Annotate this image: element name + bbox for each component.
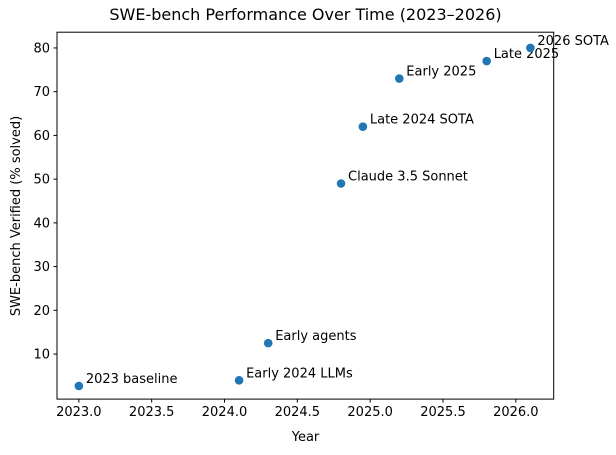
data-point — [336, 179, 346, 188]
chart-title: SWE-bench Performance Over Time (2023–20… — [109, 5, 502, 24]
point-annotation: 2023 baseline — [86, 372, 178, 387]
x-tick-label: 2024.0 — [202, 405, 248, 420]
data-point — [74, 381, 84, 391]
x-tick-label: 2025.0 — [347, 405, 393, 420]
point-annotation: Late 2025 — [494, 47, 560, 62]
point-annotation: Early agents — [275, 329, 357, 344]
y-tick-label: 60 — [33, 129, 50, 144]
x-tick-label: 2024.5 — [275, 405, 321, 420]
y-tick-label: 30 — [33, 260, 50, 275]
y-tick-label: 20 — [33, 304, 50, 319]
point-annotation: Claude 3.5 Sonnet — [348, 170, 468, 185]
x-axis-label: Year — [291, 430, 320, 445]
data-point — [358, 122, 368, 131]
data-point — [482, 56, 491, 66]
y-tick-label: 40 — [33, 216, 50, 231]
x-tick-label: 2026.0 — [493, 405, 539, 420]
y-tick-label: 10 — [33, 348, 50, 363]
x-tick-label: 2023.0 — [56, 405, 102, 420]
data-point — [263, 338, 273, 348]
y-tick-label: 80 — [33, 41, 50, 56]
data-point — [526, 43, 535, 53]
x-tick-label: 2023.5 — [129, 405, 175, 420]
data-point — [234, 375, 244, 385]
point-annotation: 2026 SOTA — [537, 34, 609, 49]
y-tick-label: 70 — [33, 85, 50, 100]
point-annotation: Early 2024 LLMs — [246, 366, 353, 381]
plot-area-border — [56, 31, 555, 400]
y-tick-label: 50 — [33, 173, 50, 188]
point-annotation: Late 2024 SOTA — [370, 113, 474, 128]
data-point — [395, 74, 404, 83]
point-annotation: Early 2025 — [406, 65, 476, 80]
x-tick-label: 2025.5 — [420, 405, 466, 420]
